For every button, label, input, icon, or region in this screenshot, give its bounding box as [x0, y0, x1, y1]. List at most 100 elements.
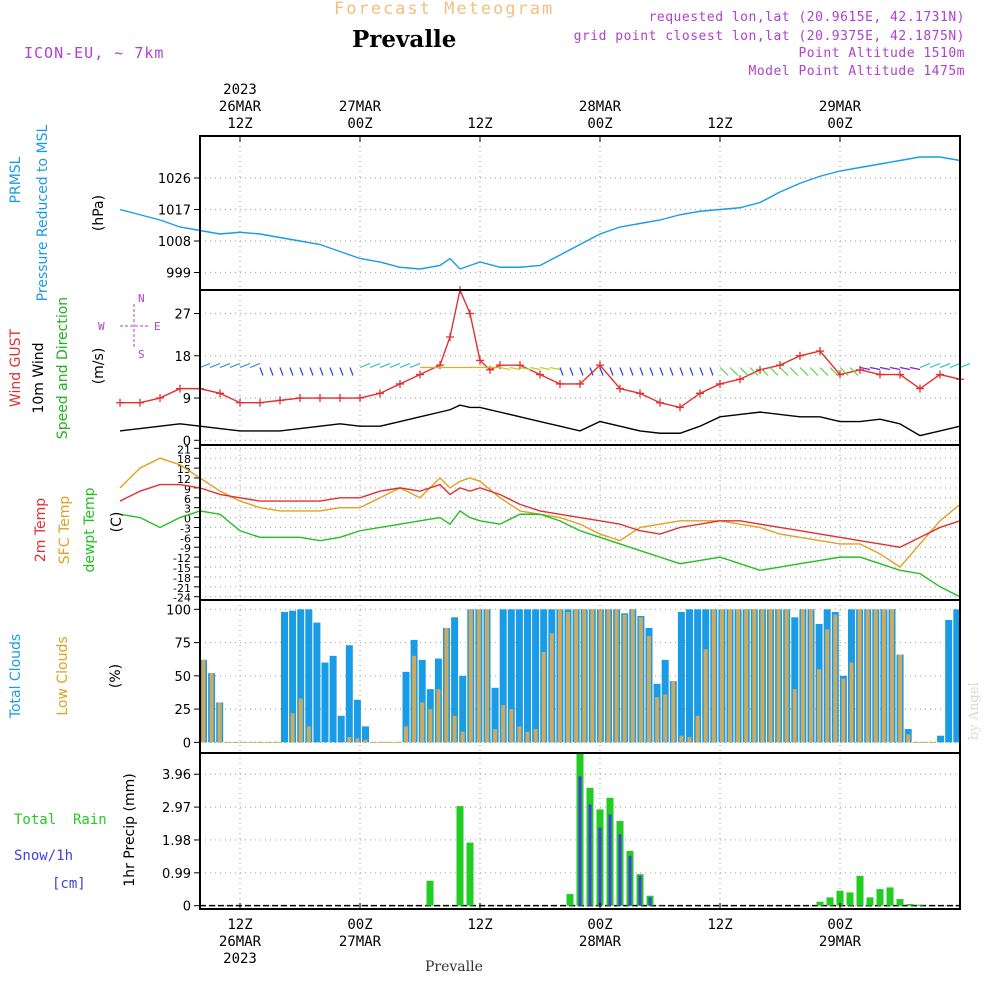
low-cloud-bar: [614, 609, 619, 743]
low-cloud-bar: [647, 635, 651, 743]
low-cloud-bar: [590, 609, 595, 743]
temp-tick-label: 3: [184, 503, 191, 516]
product-title: Forecast Meteogram: [334, 0, 555, 19]
total-clouds-label: Total Clouds: [8, 634, 24, 719]
total-cloud-bar: [524, 609, 531, 743]
wind-arrow: [819, 367, 829, 376]
wind-arrow: [799, 367, 809, 376]
rain-bar: [846, 892, 854, 906]
wind-arrow: [279, 367, 284, 376]
gust-point: [616, 384, 624, 393]
total-cloud-bar: [515, 609, 523, 743]
low-clouds-label: Low Clouds: [55, 636, 71, 715]
gust-point: [736, 375, 744, 384]
precip-bars: [200, 753, 960, 907]
temp-2m-label: 2m Temp: [33, 498, 49, 562]
total-cloud-bar: [305, 609, 313, 743]
bottom-axis-label: 12Z: [467, 917, 492, 933]
low-cloud-bar: [663, 694, 668, 743]
wind-arrow: [929, 362, 941, 369]
total-cloud-bar: [937, 735, 945, 743]
wind-arrow: [619, 367, 624, 376]
wind-arrow: [659, 367, 664, 376]
wind-direction-arrows: [199, 362, 971, 376]
temp-tick-label: -15: [173, 562, 191, 575]
low-cloud-bar: [736, 609, 741, 743]
wind-arrow: [249, 362, 261, 369]
low-cloud-bar: [298, 698, 303, 743]
wind-arrow: [959, 362, 971, 369]
low-cloud-bar: [598, 609, 603, 743]
gust-point: [416, 370, 424, 379]
wind-arrow: [739, 367, 749, 376]
location-title: Prevalle: [352, 26, 457, 53]
bottom-axis-label: 00Z: [587, 917, 612, 933]
total-cloud-bar: [313, 622, 321, 743]
top-axis-label: 12Z: [227, 116, 252, 132]
wind-arrow: [379, 362, 391, 369]
wind-gust-label: Wind GUST: [8, 328, 24, 407]
total-cloud-bar: [499, 609, 507, 743]
low-cloud-bar: [566, 611, 570, 743]
clouds-tick-label: 25: [174, 703, 191, 718]
low-cloud-bar: [355, 738, 360, 743]
low-cloud-bar: [452, 715, 457, 743]
low-cloud-bar: [428, 709, 433, 743]
wind-arrow: [829, 367, 839, 376]
wind-arrow: [939, 362, 951, 369]
low-cloud-bar: [622, 614, 627, 743]
snow-label: Snow/1h: [14, 848, 73, 864]
rain-bar: [466, 842, 474, 906]
bottom-axis-label: 2023: [223, 951, 257, 967]
wind-arrow: [589, 367, 594, 376]
low-cloud-bar: [833, 614, 838, 743]
wind-arrow: [729, 367, 739, 376]
gust-point: [176, 384, 184, 393]
clouds-unit: (%): [108, 664, 124, 688]
wind-arrow: [359, 362, 371, 369]
low-cloud-bar: [347, 737, 352, 743]
gust-point: [656, 398, 664, 407]
total-cloud-bar: [329, 655, 337, 743]
temp-tick-label: 0: [184, 513, 191, 526]
wind-arrow: [709, 367, 714, 376]
point-altitude: Point Altitude 1510m: [798, 46, 965, 61]
gust-point: [576, 379, 584, 388]
top-axis-label: 29MAR: [819, 99, 862, 115]
low-cloud-bar: [711, 609, 716, 743]
wind-arrow: [679, 367, 684, 376]
wind-arrow: [669, 367, 674, 376]
total-cloud-bar: [491, 687, 499, 743]
low-cloud-bar: [792, 689, 797, 743]
low-cloud-bar: [485, 609, 489, 743]
low-cloud-bar: [468, 609, 473, 743]
gust-point: [556, 379, 564, 388]
wind-arrow: [599, 367, 604, 376]
bottom-axis-label: 12Z: [707, 917, 732, 933]
total-cloud-bar: [297, 609, 305, 743]
total-cloud-bar: [686, 609, 693, 743]
rain-bar: [826, 897, 834, 906]
wind-arrow: [839, 367, 849, 376]
wind-arrow: [569, 367, 574, 376]
low-cloud-bar: [638, 617, 643, 743]
total-cloud-bar: [945, 619, 953, 743]
low-cloud-bar: [436, 689, 441, 743]
bottom-axis-label: 26MAR: [219, 934, 262, 950]
wind-arrow: [779, 367, 789, 376]
precip-unit: 1hr Precip (mm): [122, 773, 138, 886]
low-cloud-bar: [784, 609, 789, 743]
low-cloud-bar: [703, 649, 708, 743]
low-cloud-bar: [695, 715, 700, 743]
total-cloud-bar: [953, 609, 961, 743]
low-cloud-bar: [209, 673, 214, 743]
total-cloud-bar: [677, 611, 685, 743]
rain-bar: [906, 904, 914, 906]
top-axis-label: 12Z: [707, 116, 732, 132]
gust-point: [446, 332, 454, 341]
low-cloud-bar: [476, 609, 481, 743]
low-cloud-bar: [881, 609, 886, 743]
wind-arrow: [899, 366, 911, 371]
compass-w: W: [98, 320, 105, 333]
